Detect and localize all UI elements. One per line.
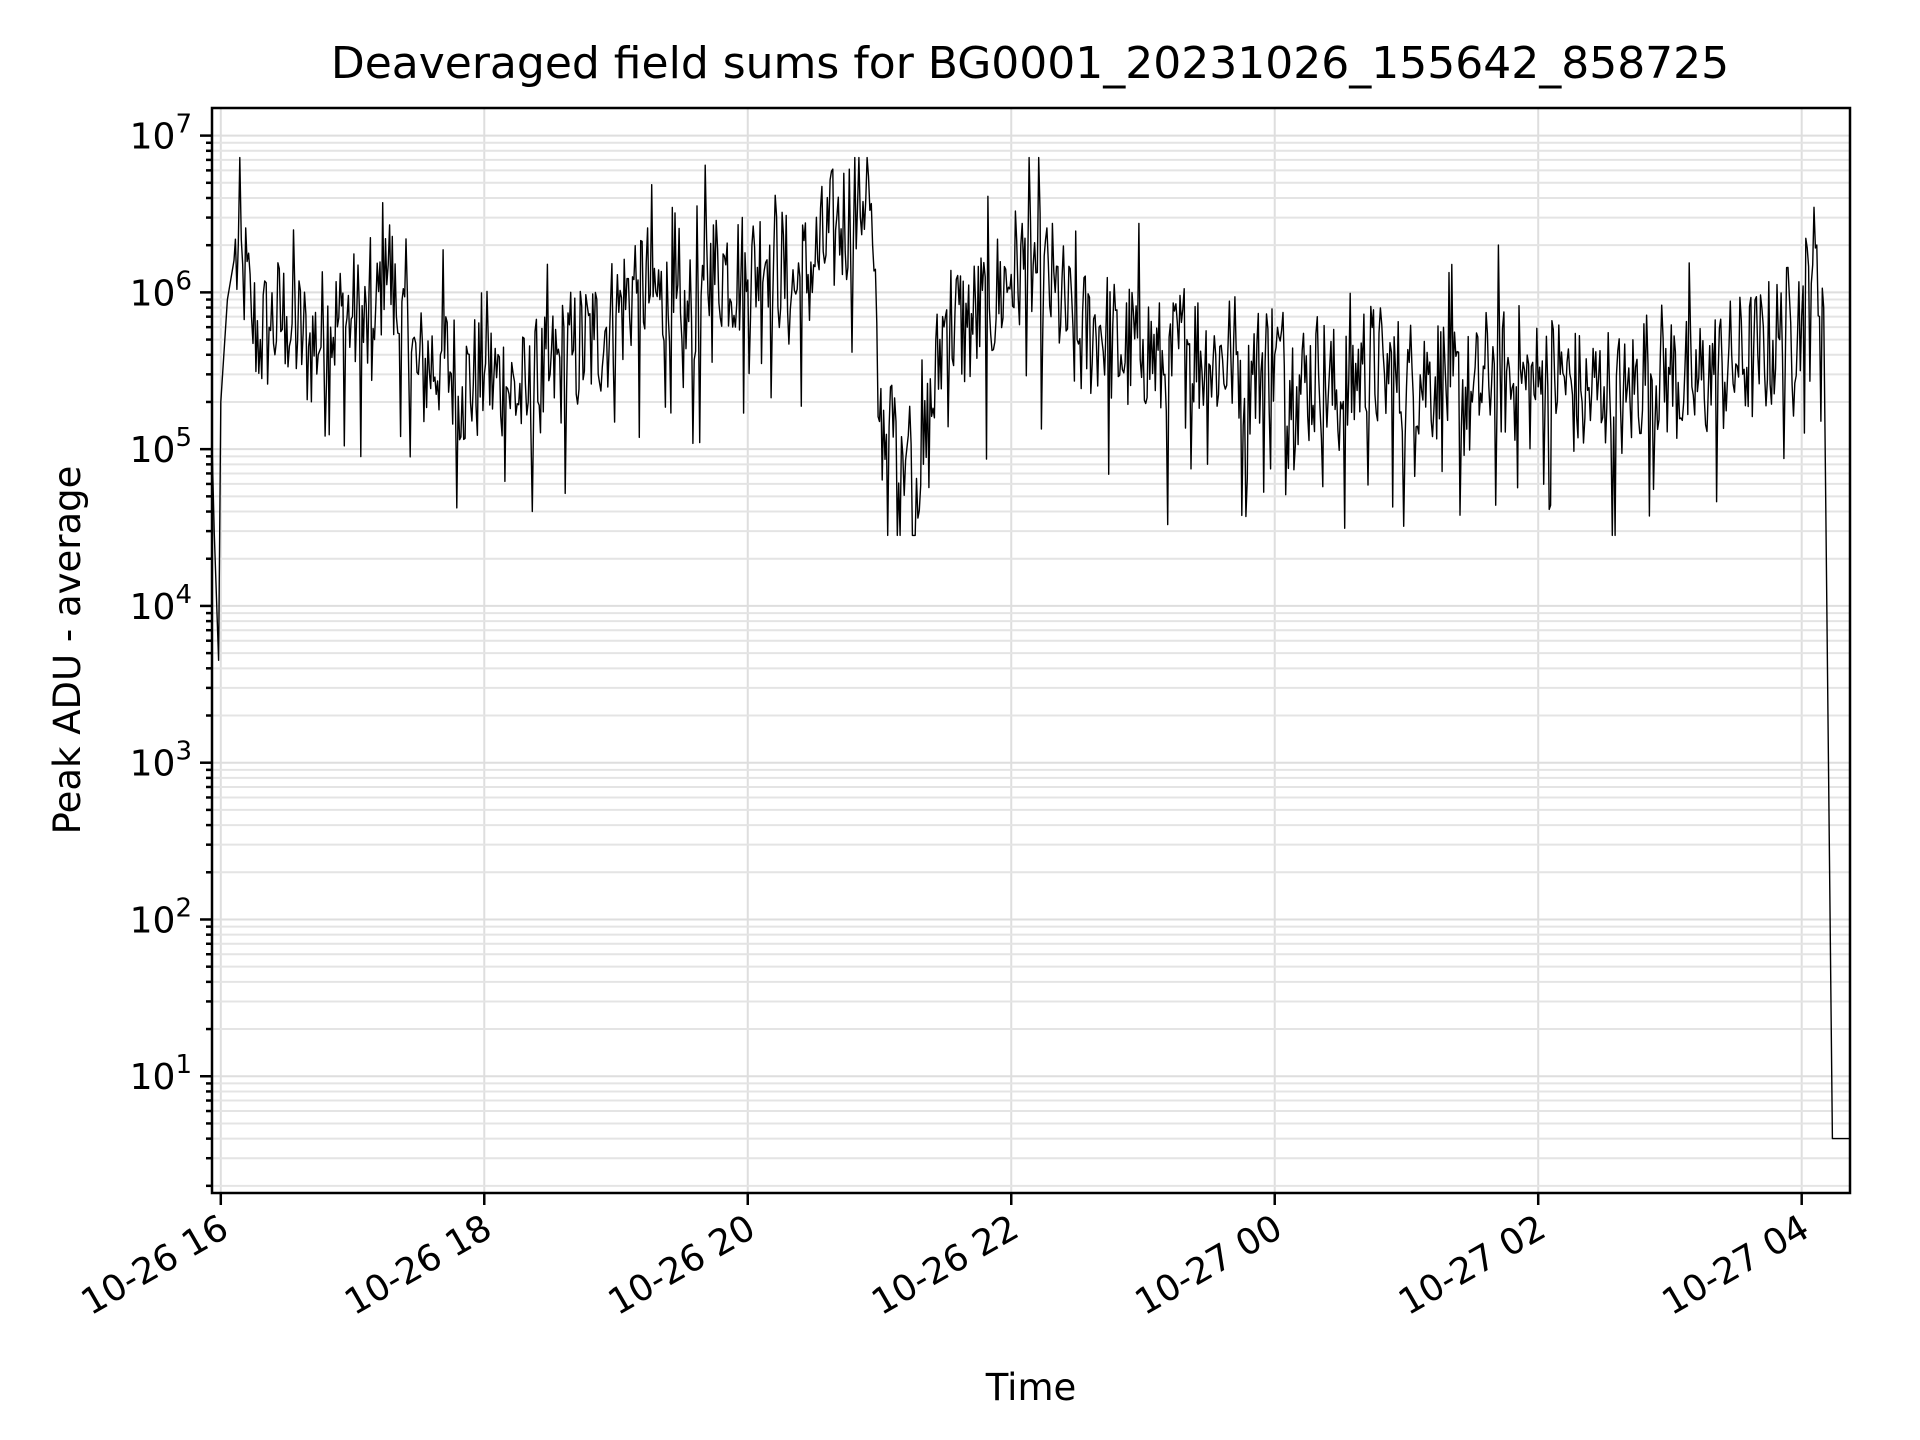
series-line [211,156,1850,1140]
x-tick-label: 10-26 18 [338,1207,499,1323]
x-tick-label: 10-26 20 [602,1207,763,1323]
y-axis: 101 102 103 104 105 106 107 [130,110,212,1188]
plot-area-frame [210,106,1852,1195]
y-tick-label: 105 [130,423,192,471]
x-axis: 10-26 16 10-26 18 10-26 20 10-26 22 10-27 00… [75,1193,1817,1324]
y-tick-label: 101 [130,1050,192,1098]
y-tick-label: 103 [130,737,192,785]
chart-title: Deaveraged field sums for BG0001_2023102… [331,38,1729,89]
y-axis-label: Peak ADU - average [46,466,89,835]
x-axis-label: Time [985,1366,1077,1409]
x-tick-label: 10-27 02 [1392,1207,1553,1323]
y-tick-label: 106 [130,266,192,314]
x-tick-label: 10-26 16 [75,1207,236,1323]
y-tick-label: 107 [130,110,192,158]
y-tick-label: 102 [130,893,192,941]
data-series [211,156,1850,1140]
x-tick-label: 10-26 22 [865,1207,1026,1323]
y-tick-label: 104 [130,580,192,628]
grid [212,108,1850,1193]
x-tick-label: 10-27 04 [1656,1207,1817,1323]
x-tick-label: 10-27 00 [1129,1207,1290,1323]
